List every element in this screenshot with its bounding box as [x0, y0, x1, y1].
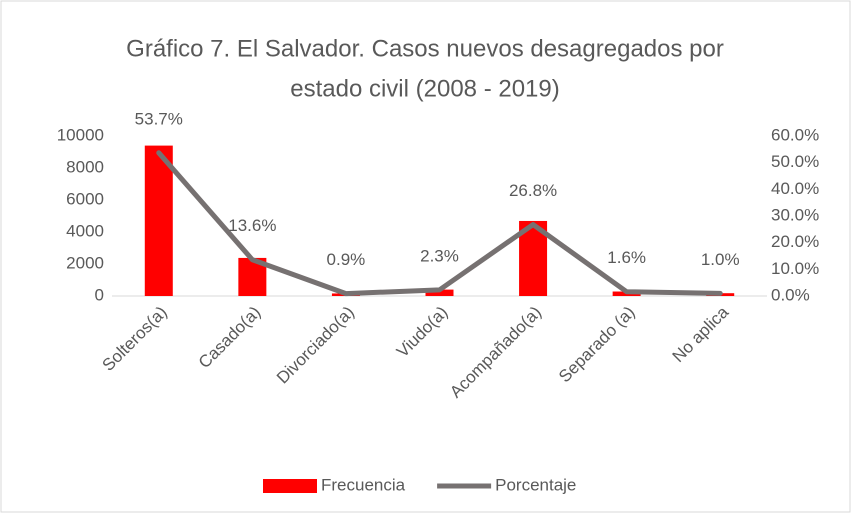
- y2-tick-label: 60.0%: [771, 125, 819, 144]
- data-label: 53.7%: [135, 109, 183, 128]
- y2-tick-label: 30.0%: [771, 205, 819, 224]
- legend-label: Porcentaje: [495, 475, 576, 494]
- chart-title: Gráfico 7. El Salvador. Casos nuevos des…: [126, 35, 724, 62]
- y-tick-label: 10000: [57, 125, 104, 144]
- data-label: 13.6%: [228, 216, 276, 235]
- data-label: 26.8%: [509, 181, 557, 200]
- y2-tick-label: 10.0%: [771, 259, 819, 278]
- y-tick-label: 8000: [66, 157, 104, 176]
- data-label: 1.0%: [701, 250, 740, 269]
- chart-title: estado civil (2008 - 2019): [290, 75, 559, 102]
- y-tick-label: 2000: [66, 253, 104, 272]
- data-label: 2.3%: [420, 246, 459, 265]
- data-label: 0.9%: [327, 250, 366, 269]
- line: [156, 150, 723, 297]
- y2-tick-label: 40.0%: [771, 179, 819, 198]
- bar: [144, 145, 173, 296]
- bar: [425, 289, 454, 296]
- legend-swatch: [263, 479, 317, 493]
- y-tick-label: 0: [95, 285, 104, 304]
- y-tick-label: 6000: [66, 189, 104, 208]
- y2-tick-label: 0.0%: [771, 285, 810, 304]
- y2-tick-label: 50.0%: [771, 152, 819, 171]
- y-tick-label: 4000: [66, 221, 104, 240]
- legend-label: Frecuencia: [321, 475, 406, 494]
- data-label: 1.6%: [607, 248, 646, 267]
- y2-tick-label: 20.0%: [771, 232, 819, 251]
